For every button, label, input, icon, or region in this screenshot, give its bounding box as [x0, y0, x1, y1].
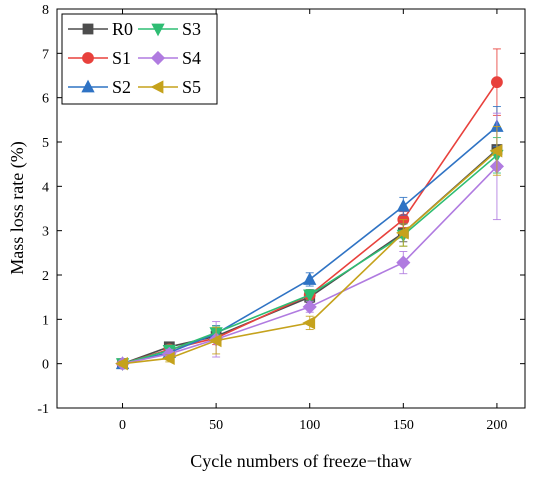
data-point [208, 333, 222, 348]
legend-entry-S2: S2 [68, 77, 131, 97]
legend-marker [82, 23, 94, 35]
legend-marker [81, 79, 95, 93]
data-point [302, 316, 316, 330]
data-point [161, 351, 175, 366]
data-point [396, 255, 411, 270]
legend-entry-S3: S3 [138, 19, 201, 39]
legend-marker [82, 52, 94, 64]
series-layer [115, 48, 504, 372]
plot-frame [56, 8, 526, 409]
y-tick-label: 0 [42, 358, 49, 373]
legend-label: S2 [112, 77, 131, 97]
x-tick-label: 200 [486, 418, 507, 433]
legend-label: S4 [182, 48, 201, 68]
legend-entry-S5: S5 [138, 77, 201, 97]
legend-label: S5 [182, 77, 201, 97]
legend: R0 S1 S2 S3 S4 S5 [61, 13, 218, 105]
legend-entry-R0: R0 [68, 19, 133, 39]
data-point [303, 272, 317, 285]
legend-marker [150, 50, 166, 66]
legend-marker [151, 23, 165, 37]
series-line [122, 154, 498, 365]
series-S3 [115, 137, 504, 372]
y-tick-label: 1 [42, 313, 49, 328]
data-point [395, 226, 409, 240]
data-point [302, 299, 317, 314]
x-tick-label: 50 [209, 418, 223, 433]
data-point [489, 144, 503, 158]
x-tick-label: 150 [393, 418, 414, 433]
legend-label: S3 [182, 19, 201, 39]
series-S5 [115, 125, 503, 371]
axes-layer: 0 50 100 150 200 -1 0 1 2 3 4 5 6 7 8 [37, 3, 525, 433]
x-tick-label: 100 [299, 418, 320, 433]
y-axis-label: Mass loss rate (%) [7, 141, 28, 274]
legend-entry-S1: S1 [68, 48, 131, 68]
y-tick-label: 7 [42, 47, 49, 62]
y-tick-label: 2 [42, 269, 49, 284]
series-line [122, 150, 498, 365]
legend-label: R0 [112, 19, 133, 39]
series-line [122, 125, 498, 365]
y-tick-label: 5 [42, 136, 49, 151]
y-tick-label: 6 [42, 92, 49, 107]
y-tick-label: 3 [42, 225, 49, 240]
y-tick-label: 4 [42, 180, 49, 195]
data-point [303, 289, 317, 303]
y-tick-label: -1 [37, 402, 49, 417]
data-point [115, 357, 128, 371]
series-line [122, 148, 498, 365]
series-line [122, 165, 498, 365]
y-tick-label: 8 [42, 3, 49, 18]
x-tick-label: 0 [119, 418, 126, 433]
series-S4 [115, 112, 504, 371]
data-point [396, 198, 410, 212]
series-R0 [117, 129, 503, 370]
legend-entry-S4: S4 [138, 48, 201, 68]
legend-marker [150, 80, 164, 94]
legend-label: S1 [112, 48, 131, 68]
x-axis-label: Cycle numbers of freeze−thaw [190, 451, 412, 471]
data-point [491, 76, 503, 89]
